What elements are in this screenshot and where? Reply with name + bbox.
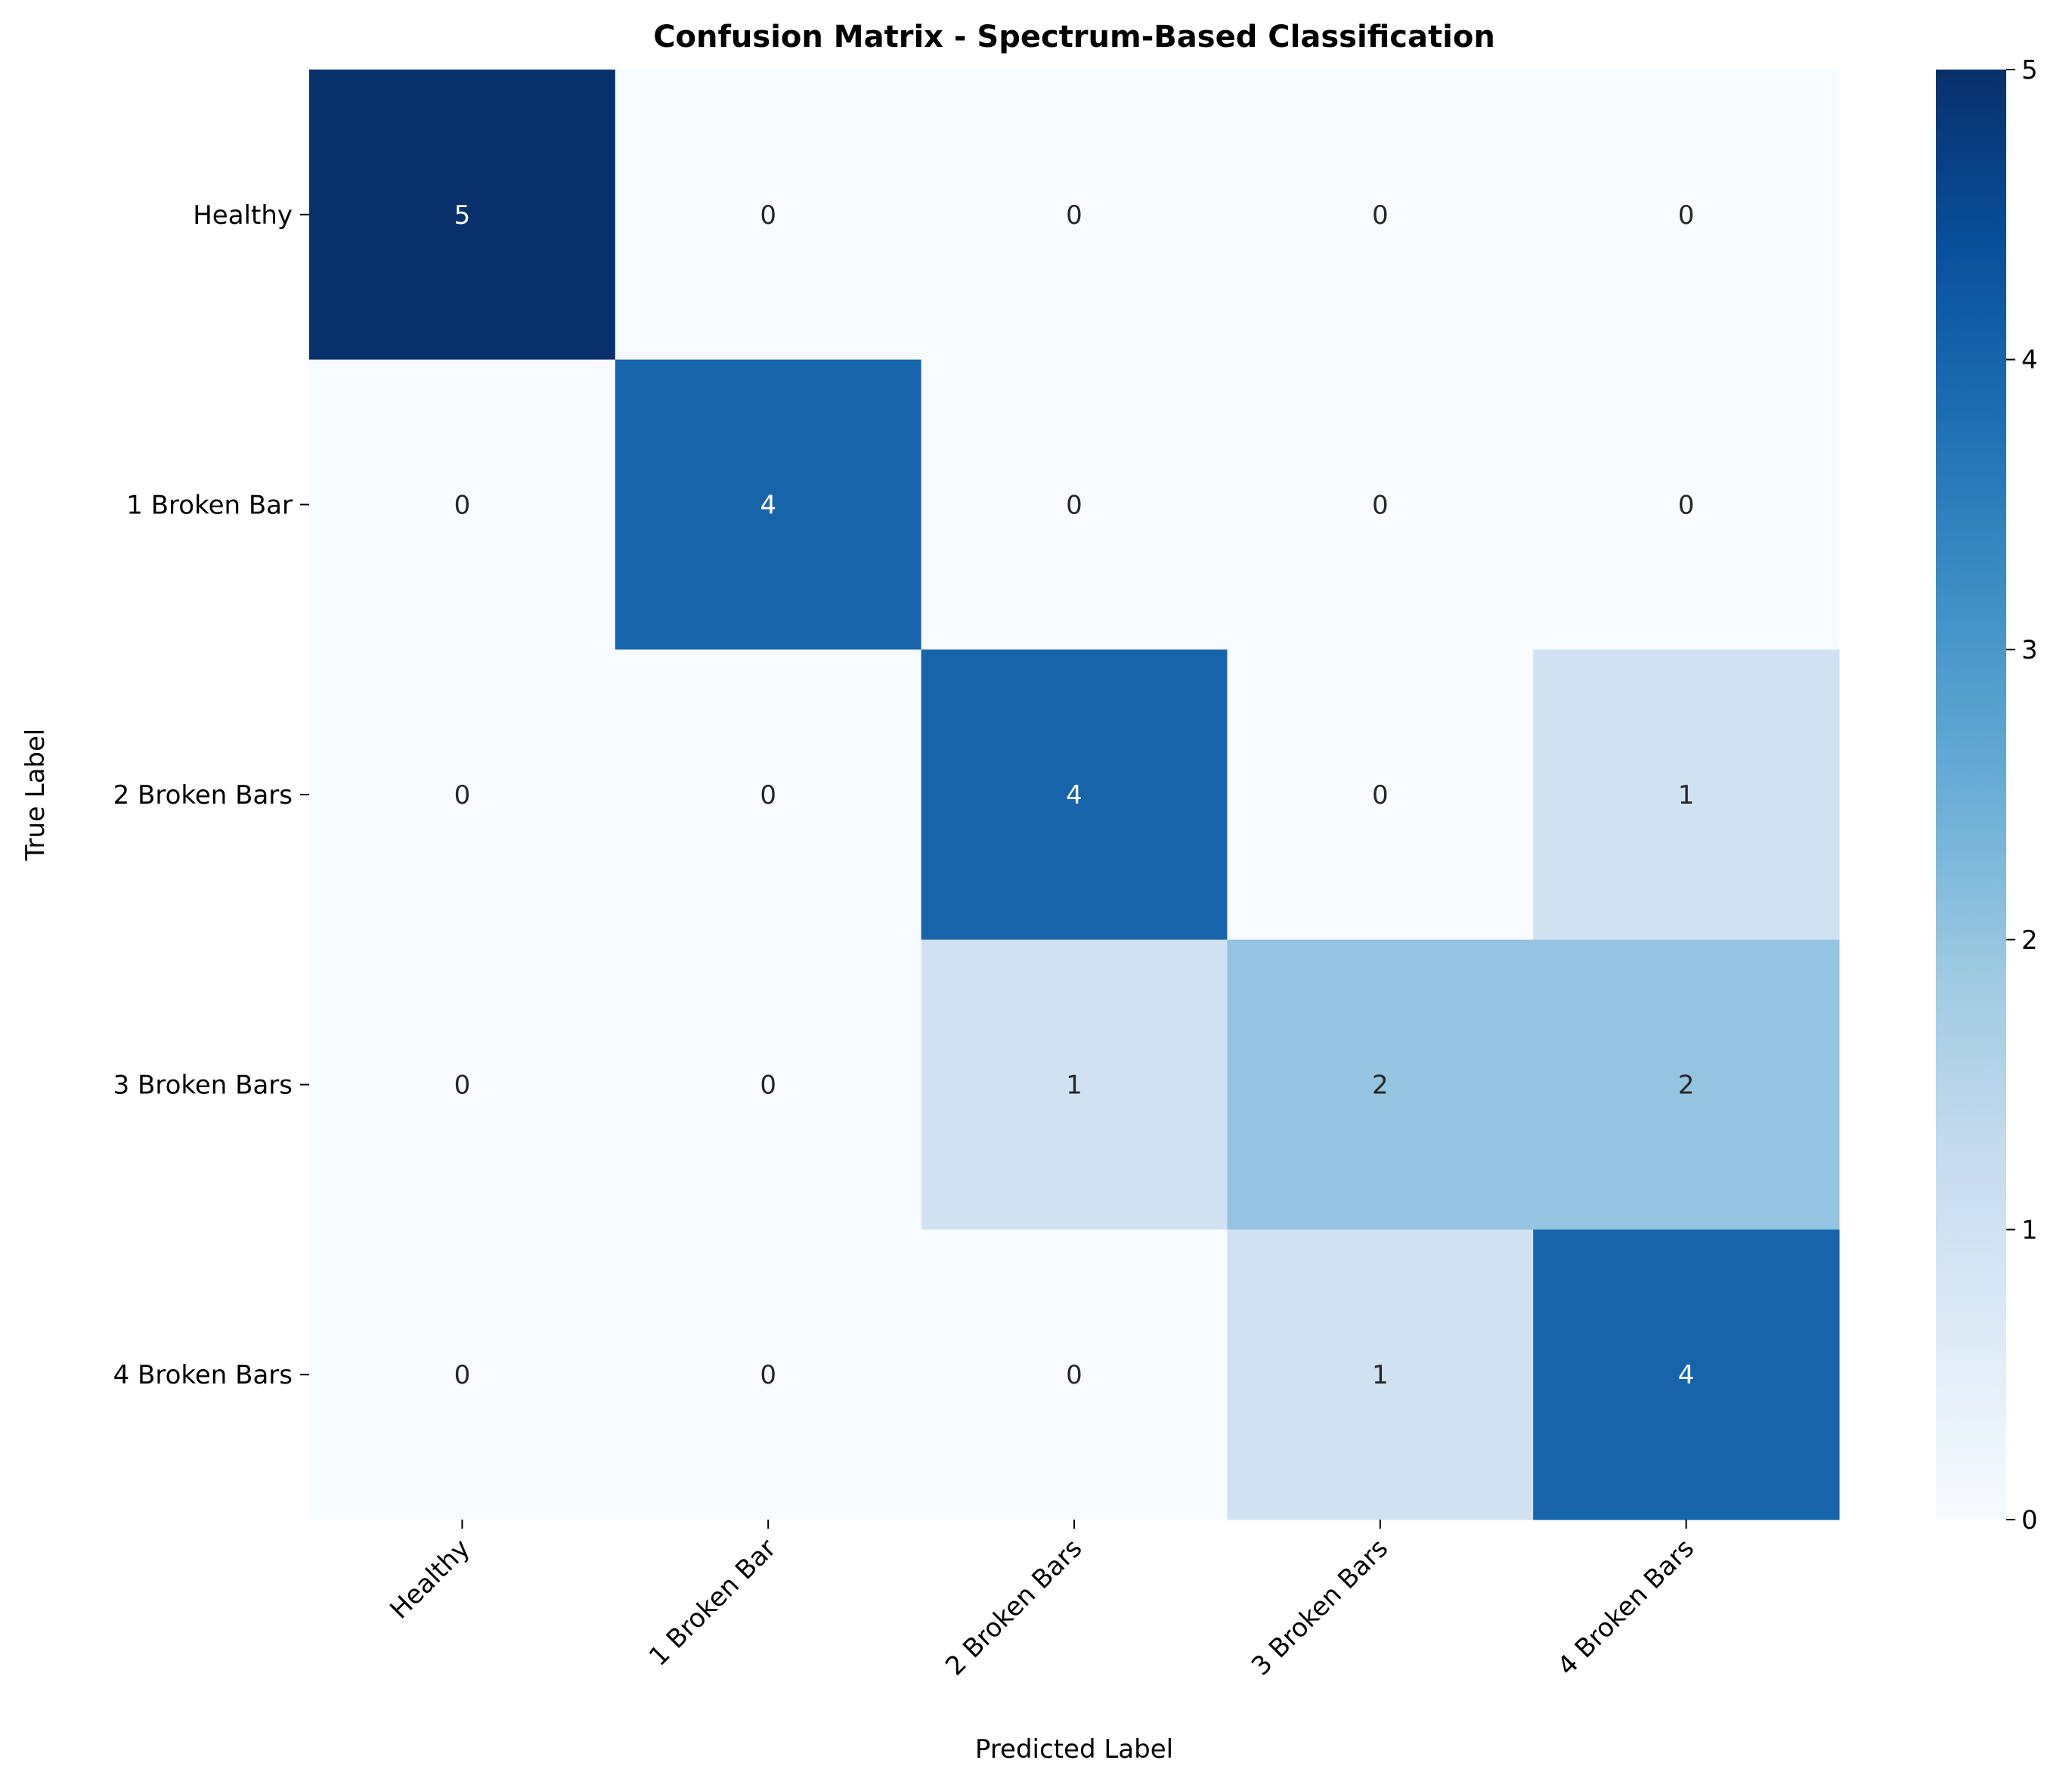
heatmap-cell	[309, 70, 616, 361]
cell-value-label: 0	[1678, 200, 1695, 231]
heatmap-cell	[921, 1229, 1228, 1520]
cell-value-label: 0	[760, 780, 776, 810]
cell-value-label: 2	[1678, 1071, 1695, 1101]
heatmap-cell	[1227, 939, 1534, 1230]
x-tick-label: 4 Broken Bars	[1552, 1533, 1700, 1681]
heatmap-cell	[921, 70, 1228, 361]
cell-value-label: 2	[1372, 1071, 1389, 1101]
heatmap-cell	[1227, 359, 1534, 650]
y-tick-label: 2 Broken Bars	[113, 780, 293, 810]
heatmap-cell	[1227, 1229, 1534, 1520]
x-tick-label: 1 Broken Bar	[643, 1533, 782, 1672]
heatmap-cell	[309, 649, 616, 940]
cell-value-label: 1	[1372, 1360, 1389, 1390]
heatmap-cell	[1533, 70, 1840, 361]
colorbar-tick-label: 5	[2021, 55, 2038, 85]
cell-value-label: 0	[1372, 780, 1389, 810]
y-tick-label: 1 Broken Bar	[126, 490, 293, 520]
cell-value-label: 0	[1678, 490, 1695, 520]
y-tick-label: Healthy	[193, 200, 293, 231]
heatmap-cell	[1533, 359, 1840, 650]
chart-title: Confusion Matrix - Spectrum-Based Classi…	[653, 20, 1495, 54]
heatmap-cell	[615, 939, 922, 1230]
cell-value-label: 0	[760, 200, 776, 231]
heatmap-cell	[921, 939, 1228, 1230]
cell-value-label: 0	[454, 490, 471, 520]
colorbar-tick-label: 0	[2021, 1505, 2038, 1535]
cell-value-label: 0	[1372, 490, 1389, 520]
cell-value-label: 0	[454, 1360, 471, 1390]
cell-value-label: 4	[1066, 780, 1082, 810]
cell-value-label: 0	[454, 1071, 471, 1101]
x-tick-label: 2 Broken Bars	[940, 1533, 1088, 1681]
cell-value-label: 0	[760, 1071, 776, 1101]
y-tick-label: 4 Broken Bars	[113, 1360, 293, 1390]
y-axis-label: True Label	[20, 729, 51, 862]
cell-value-label: 0	[760, 1360, 776, 1390]
colorbar-tick-label: 1	[2021, 1215, 2038, 1245]
heatmap-cell	[1533, 939, 1840, 1230]
heatmap-cell	[615, 1229, 922, 1520]
cell-value-label: 0	[1066, 200, 1082, 231]
colorbar-tick-label: 2	[2021, 925, 2038, 956]
colorbar	[1936, 70, 2006, 1520]
y-tick-label: 3 Broken Bars	[113, 1071, 293, 1101]
cell-value-label: 4	[1678, 1360, 1695, 1390]
x-axis-label: Predicted Label	[975, 1734, 1173, 1765]
colorbar-tick-label: 4	[2021, 346, 2038, 376]
cell-value-label: 0	[1066, 1360, 1082, 1390]
cell-value-label: 0	[1372, 200, 1389, 231]
x-tick-label: Healthy	[384, 1533, 475, 1625]
heatmap-cell	[921, 359, 1228, 650]
cell-value-label: 5	[454, 200, 471, 231]
heatmap-cell	[615, 359, 922, 650]
x-tick-label: 3 Broken Bars	[1246, 1533, 1394, 1681]
cell-value-label: 1	[1678, 780, 1695, 810]
heatmap-cell	[1227, 649, 1534, 940]
heatmap-cell	[1533, 649, 1840, 940]
heatmap-cell	[309, 359, 616, 650]
heatmap-cell	[1533, 1229, 1840, 1520]
heatmap-cell	[309, 939, 616, 1230]
cell-value-label: 0	[1066, 490, 1082, 520]
colorbar-tick-label: 3	[2021, 635, 2038, 665]
heatmap-cell	[921, 649, 1228, 940]
cell-value-label: 1	[1066, 1071, 1082, 1101]
cell-value-label: 0	[454, 780, 471, 810]
heatmap-cell	[615, 70, 922, 361]
heatmap-cell	[309, 1229, 616, 1520]
cell-value-label: 4	[760, 490, 776, 520]
heatmap-cell	[615, 649, 922, 940]
heatmap-cell	[1227, 70, 1534, 361]
